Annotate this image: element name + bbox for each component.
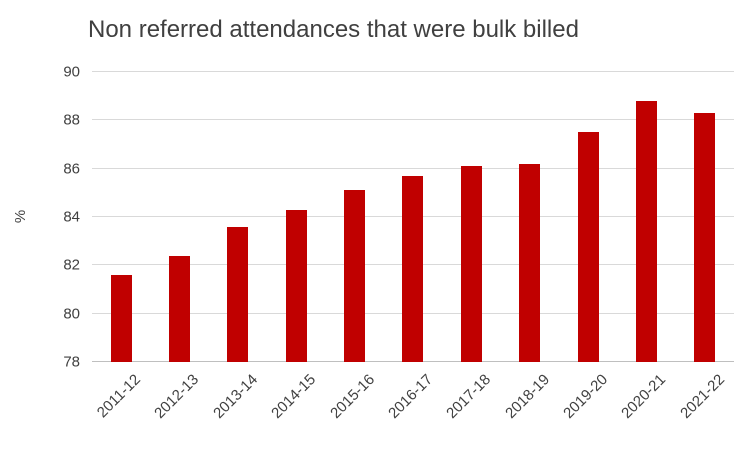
y-tick-label: 84 (63, 208, 80, 226)
chart-title: Non referred attendances that were bulk … (88, 16, 579, 43)
category-slot: 2017-18 (442, 72, 500, 422)
gridline (92, 71, 734, 72)
bar-2012-13 (169, 255, 191, 362)
category-slot: 2016-17 (384, 72, 442, 422)
bar-2019-20 (577, 132, 599, 362)
category-slot: 2015-16 (325, 72, 383, 422)
x-tick-label: 2018-19 (501, 371, 553, 422)
y-tick-label: 90 (63, 63, 80, 81)
x-tick-label: 2013-14 (209, 371, 261, 422)
gridline (92, 119, 734, 121)
bar-2018-19 (519, 163, 541, 362)
bar-2015-16 (344, 190, 366, 362)
x-tick-label: 2016-17 (385, 371, 437, 422)
category-slot: 2013-14 (209, 72, 267, 422)
y-tick-label: 82 (63, 256, 80, 274)
x-tick-label: 2012-13 (151, 371, 203, 422)
x-tick-label: 2021-22 (676, 371, 728, 422)
category-slot: 2011-12 (92, 72, 150, 421)
category-slot: 2020-21 (617, 72, 675, 422)
x-tick-label: 2011-12 (94, 371, 145, 422)
bar-2011-12 (110, 275, 132, 362)
category-slot: 2012-13 (150, 72, 208, 422)
gridline (92, 167, 734, 169)
bar-2016-17 (402, 175, 424, 362)
x-tick-label: 2019-20 (560, 371, 612, 422)
category-slot: 2021-22 (676, 72, 734, 422)
category-slot: 2019-20 (559, 72, 617, 422)
y-tick-label: 88 (63, 111, 80, 129)
y-tick-label: 86 (63, 160, 80, 178)
bars-container: 2011-12 2012-13 2013-14 2014-15 2015-16 2016-… (92, 72, 734, 422)
bar-2020-21 (635, 101, 657, 362)
category-slot: 2014-15 (267, 72, 325, 422)
bar-2013-14 (227, 226, 249, 362)
category-slot: 2018-19 (501, 72, 559, 422)
plot-area: 78 80 82 84 86 88 90 2011-12 2012-13 2013-14 2014-… (63, 65, 734, 422)
x-tick-label: 2020-21 (618, 371, 670, 422)
x-tick-label: 2014-15 (268, 371, 320, 422)
y-axis-label: % (12, 209, 30, 224)
x-tick-label: 2017-18 (443, 371, 495, 422)
bar-2021-22 (694, 113, 716, 362)
y-tick-label: 78 (63, 353, 80, 371)
y-tick-label: 80 (63, 305, 80, 323)
bar-2014-15 (285, 209, 307, 362)
x-tick-label: 2015-16 (326, 371, 378, 422)
bar-2017-18 (460, 166, 482, 362)
